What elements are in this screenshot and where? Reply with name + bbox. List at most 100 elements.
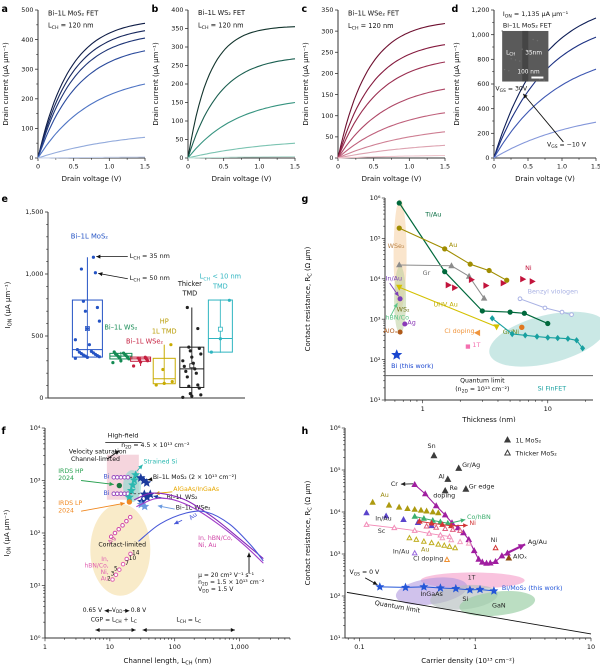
- ar: [80, 501, 125, 512]
- svg-text:200: 200: [171, 80, 183, 88]
- svg-text:10⁴: 10⁴: [30, 424, 41, 432]
- svg-text:Drain voltage (V): Drain voltage (V): [515, 175, 575, 183]
- 2: 2: [107, 576, 111, 582]
- svg-text:High-field: High-field: [108, 431, 139, 439]
- svg-text:10⁶: 10⁶: [370, 194, 381, 202]
- panel-letter-a: a: [2, 4, 8, 15]
- ag-point: [402, 321, 408, 327]
- svg-text:LCH: LCH: [506, 50, 515, 56]
- svg-text:100: 100: [171, 117, 183, 125]
- model-curve-au: [138, 510, 264, 562]
- gr: [396, 261, 488, 301]
- 1t: 1T: [472, 341, 480, 349]
- l-ch-120-nm: LCH = 120 nm: [48, 21, 94, 31]
- svg-text:1: 1: [473, 643, 477, 651]
- iv-curve-4: [187, 155, 295, 159]
- ar: [452, 523, 468, 528]
- svg-text:0: 0: [485, 154, 489, 162]
- svg-text:0.65 V: 0.65 V: [83, 607, 103, 614]
- panel-f-chart: 1 10 100 1,000 10⁰ 10¹ 10² 10³ 10⁴ High-field Velo…: [2, 424, 291, 667]
- panel-letter-d: d: [452, 4, 459, 15]
- svg-text:Gr/Ni: Gr/Ni: [503, 328, 520, 336]
- ar: [98, 272, 128, 280]
- gr-ni: Gr/Ni: [503, 328, 520, 336]
- svg-text:Drain current (μA μm⁻¹): Drain current (μA μm⁻¹): [152, 42, 160, 126]
- svg-text:2024: 2024: [58, 475, 74, 482]
- ni-open: [492, 544, 499, 551]
- hbn-co: hBN/Co: [385, 314, 409, 322]
- l-ch-l-c: LCH = LC: [176, 617, 201, 625]
- 5: 5: [114, 566, 118, 572]
- svg-text:Benzyl viologen: Benzyl viologen: [528, 288, 579, 296]
- 3: 3: [111, 572, 115, 578]
- panel-a: 0 0.5 1.0 1.5 0 100 200 300 400 500 Bi–1L MoS₂ FET…: [0, 0, 151, 190]
- svg-text:1L TMD: 1L TMD: [152, 327, 177, 335]
- doping: doping: [433, 492, 455, 500]
- svg-text:n2D = 4.5 × 10¹³ cm⁻²: n2D = 4.5 × 10¹³ cm⁻²: [121, 442, 190, 450]
- svg-text:10³: 10³: [30, 477, 41, 485]
- 2024: 2024: [58, 507, 74, 514]
- iv-curve-3: [493, 121, 597, 159]
- svg-text:Au: Au: [421, 545, 429, 553]
- svg-text:100: 100: [21, 125, 33, 133]
- channel-limited: Channel-limited: [71, 456, 120, 463]
- svg-text:LCH < 10 nm: LCH < 10 nm: [200, 273, 241, 283]
- svg-text:50: 50: [325, 133, 333, 141]
- svg-text:Si FinFET: Si FinFET: [538, 385, 567, 393]
- lg: 1L MoS₂ Thicker MoS₂: [503, 436, 557, 457]
- bi: Bi: [104, 490, 110, 497]
- svg-text:10⁶: 10⁶: [330, 424, 341, 432]
- bi: Bi: [104, 473, 110, 480]
- bi-mos-this-work: Bi/MoS₂ (this work): [502, 584, 563, 592]
- svg-text:Carrier density (10¹³ cm⁻²): Carrier density (10¹³ cm⁻²): [421, 657, 515, 665]
- svg-text:5: 5: [114, 566, 118, 572]
- ar: [136, 464, 143, 472]
- ar: [400, 481, 414, 487]
- svg-text:100: 100: [168, 643, 180, 651]
- svg-text:10¹: 10¹: [370, 396, 381, 404]
- svg-text:0: 0: [179, 154, 183, 162]
- irds-hp-point: [116, 482, 123, 489]
- v-gs-10-v: VGS = −10 V: [547, 141, 587, 149]
- svg-text:Drain current (μA μm⁻¹): Drain current (μA μm⁻¹): [453, 42, 461, 126]
- svg-text:Re: Re: [450, 484, 458, 492]
- svg-text:VGS = 0 V: VGS = 0 V: [349, 569, 380, 577]
- panel-b: 0 0.5 1.0 1.5 0 50 100 150 200 250 300 350 400 Bi–1L …: [150, 0, 301, 190]
- svg-text:HP: HP: [160, 318, 169, 326]
- contact-limited-circles: [110, 551, 133, 582]
- svg-text:1,000: 1,000: [25, 270, 43, 278]
- ag: Ag: [407, 318, 415, 326]
- bi-1l-wse-fet: Bi–1L WSe₂ FET: [348, 9, 400, 17]
- si-finfet: Si FinFET: [538, 385, 567, 393]
- bi-this-work: Bi (this work): [391, 362, 433, 370]
- svg-text:VGS = 30V: VGS = 30V: [495, 85, 528, 93]
- ar: [522, 93, 564, 143]
- panel-letter-f: f: [2, 426, 7, 437]
- iv-curve-0: [337, 22, 446, 159]
- svg-text:200: 200: [321, 70, 333, 78]
- svg-text:Cl doping: Cl doping: [444, 327, 474, 335]
- svg-text:1,000: 1,000: [230, 643, 249, 651]
- ag-au: Ag/Au: [528, 538, 547, 546]
- ti-au: [396, 200, 551, 327]
- wse: WSe₂: [388, 242, 405, 250]
- si: Si: [462, 595, 468, 603]
- model-curve-2: [136, 497, 264, 564]
- svg-text:0: 0: [36, 163, 40, 171]
- bi-1l-ws-fet: Bi–1L WS₂ FET: [198, 9, 246, 17]
- svg-text:Contact-limited: Contact-limited: [98, 542, 146, 549]
- svg-text:0: 0: [329, 154, 333, 162]
- ar: [157, 504, 175, 510]
- svg-text:200: 200: [477, 130, 489, 138]
- svg-text:1.0: 1.0: [557, 163, 567, 171]
- ni-au: Ni, Au: [198, 542, 217, 549]
- irds-lp-point: [126, 499, 133, 505]
- svg-text:Bi/MoS₂ (this work): Bi/MoS₂ (this work): [502, 584, 563, 592]
- svg-text:WSe₂: WSe₂: [388, 242, 405, 250]
- svg-text:ION = 1,135 μA μm⁻¹: ION = 1,135 μA μm⁻¹: [503, 10, 569, 20]
- cr: Cr: [391, 480, 398, 488]
- panel-g-chart: 1 10 10¹ 10² 10³ 10⁴ 10⁵ 10⁶ Ti/Au Au Gr UHV Au In/A…: [302, 194, 600, 422]
- svg-text:Ag/Au: Ag/Au: [528, 538, 547, 546]
- svg-text:10³: 10³: [330, 550, 341, 558]
